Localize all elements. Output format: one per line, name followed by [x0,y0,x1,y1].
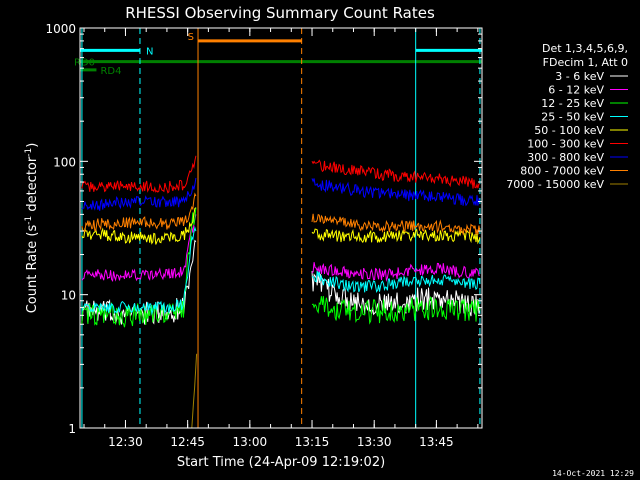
legend-title-line-2: FDecim 1, Att 0 [543,56,628,69]
y-axis: 1 10 100 1000 [45,22,482,436]
series-line-25-50-kev [81,225,197,316]
x-tick-label: 12:30 [108,435,143,449]
series-line-50-100-kev [311,228,481,245]
series-line-100-300-kev [311,159,481,189]
legend: Det 1,3,4,5,6,9, FDecim 1, Att 0 3 - 6 k… [506,42,628,191]
y-axis-label-exp2: -1 [24,148,34,157]
x-tick-label: 13:45 [419,435,454,449]
generation-timestamp: 14-Oct-2021 12:29 [552,469,634,478]
y-tick-label: 100 [53,155,76,169]
flag-label-rd4: RD4 [100,66,121,77]
x-tick-label: 13:15 [295,435,330,449]
x-tick-label: 12:45 [170,435,205,449]
x-tick-label: 13:30 [357,435,392,449]
series-line-12-25-kev [311,295,481,325]
y-tick-label: 10 [61,289,76,303]
y-tick-label: 1 [68,422,76,436]
flag-bars: N S RD0 RD4 [74,32,482,77]
x-axis-label: Start Time (24-Apr-09 12:19:02) [177,455,385,470]
series-line-800-7000-kev [81,192,197,233]
legend-label-50-100-kev: 50 - 100 keV [534,124,604,137]
legend-label-12-25-kev: 12 - 25 keV [541,97,604,110]
y-axis-label-exp1: -1 [24,216,34,225]
y-axis-label-mid: detector [25,156,40,216]
chart-title: RHESSI Observing Summary Count Rates [125,4,435,22]
series-line-300-800-kev [311,178,481,207]
y-axis-label: Count Rate (s-1 detector-1) [24,143,40,314]
series-line-25-50-kev [311,270,481,294]
x-tick-label: 13:00 [233,435,268,449]
series-line-7000-15000-kev [191,353,198,429]
plot-frame [79,27,483,429]
series-line-3-6-kev [311,271,481,317]
legend-label-25-50-kev: 25 - 50 keV [541,111,604,124]
x-axis: 12:30 12:45 13:00 13:15 13:30 13:45 [83,28,479,449]
y-axis-label-end: ) [25,143,40,148]
data-series [81,155,481,429]
legend-label-800-7000-kev: 800 - 7000 keV [520,165,604,178]
series-line-6-12-kev [311,262,480,282]
flag-label-n: N [146,46,153,57]
legend-label-6-12-kev: 6 - 12 keV [548,84,604,97]
y-tick-label: 1000 [45,22,76,36]
legend-label-300-800-kev: 300 - 800 keV [527,151,604,164]
series-line-300-800-kev [81,177,197,211]
legend-title-line-1: Det 1,3,4,5,6,9, [542,42,628,55]
legend-label-7000-15000-kev: 7000 - 15000 keV [506,178,604,191]
series-line-6-12-kev [81,214,197,282]
legend-label-3-6-kev: 3 - 6 keV [555,70,604,83]
flag-label-s: S [188,32,194,43]
series-line-50-100-kev [81,207,197,245]
series-line-800-7000-kev [311,213,481,236]
legend-label-100-300-kev: 100 - 300 keV [527,138,604,151]
series-line-100-300-kev [81,155,197,194]
y-axis-label-main: Count Rate (s [25,225,40,314]
flag-label-rd0: RD0 [74,58,95,69]
